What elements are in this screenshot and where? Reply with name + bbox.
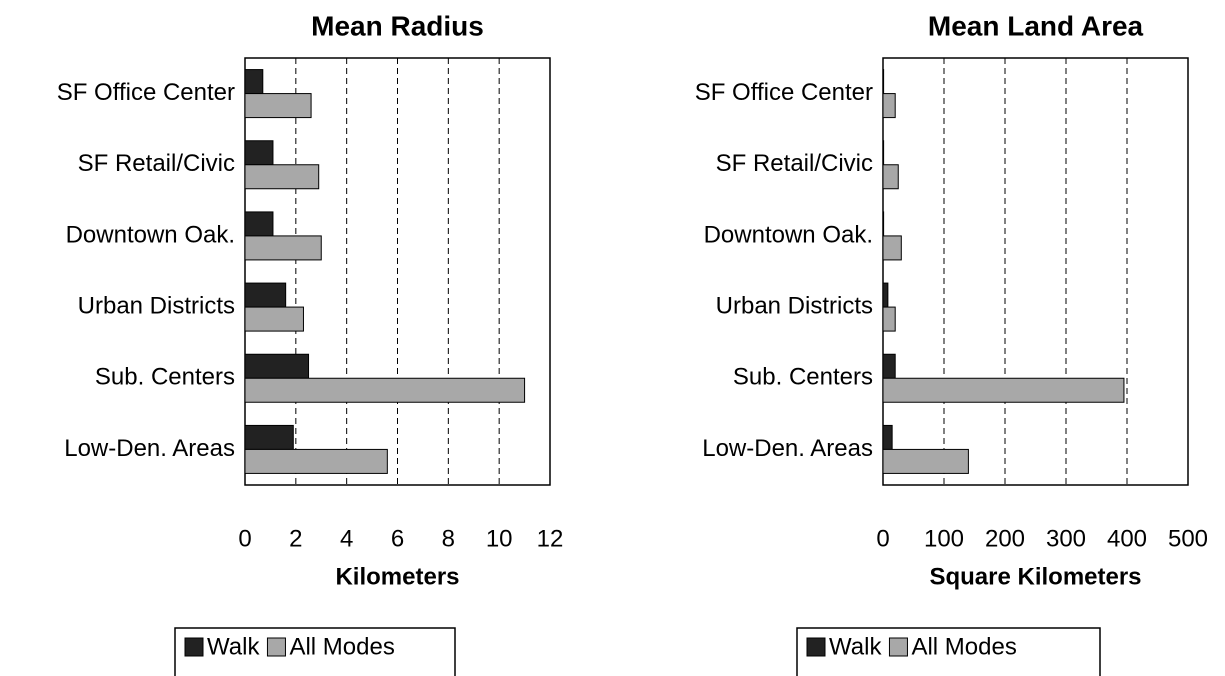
y-tick-label: Low-Den. Areas xyxy=(64,435,235,462)
y-tick-label: SF Office Center xyxy=(695,79,873,106)
x-tick-label: 4 xyxy=(340,525,353,552)
bar xyxy=(244,424,294,450)
bar xyxy=(882,424,893,450)
x-tick-label: 0 xyxy=(876,525,889,552)
bar xyxy=(882,211,885,237)
y-tick-label: SF Retail/Civic xyxy=(716,150,873,177)
legend-swatch xyxy=(806,637,826,657)
x-tick-label: 300 xyxy=(1046,525,1086,552)
bar xyxy=(882,164,899,190)
x-axis-label: Square Kilometers xyxy=(929,563,1141,590)
bar xyxy=(244,377,526,403)
legend-label: All Modes xyxy=(911,633,1016,660)
bar xyxy=(882,140,885,166)
legend-swatch xyxy=(888,637,908,657)
bar xyxy=(882,448,969,474)
legend-label: All Modes xyxy=(289,633,394,660)
x-tick-label: 200 xyxy=(985,525,1025,552)
bar xyxy=(244,235,322,261)
bar xyxy=(244,282,287,308)
bar xyxy=(244,164,320,190)
y-tick-label: Urban Districts xyxy=(78,292,235,319)
plot-frame xyxy=(882,57,1189,486)
y-tick-label: Downtown Oak. xyxy=(66,221,235,248)
bar xyxy=(882,306,896,332)
bar xyxy=(882,235,902,261)
bar xyxy=(882,282,889,308)
chart-title: Mean Land Area xyxy=(928,10,1144,41)
x-tick-label: 8 xyxy=(442,525,455,552)
legend-label: Walk xyxy=(207,633,260,660)
bar xyxy=(244,93,312,119)
bar xyxy=(882,69,885,95)
y-tick-label: Sub. Centers xyxy=(95,364,235,391)
bar xyxy=(244,353,310,379)
x-tick-label: 400 xyxy=(1107,525,1147,552)
y-tick-label: Sub. Centers xyxy=(733,364,873,391)
bar xyxy=(882,93,896,119)
x-tick-label: 100 xyxy=(924,525,964,552)
chart-title: Mean Radius xyxy=(311,10,484,41)
bar xyxy=(244,69,264,95)
x-tick-label: 10 xyxy=(486,525,513,552)
y-tick-label: SF Office Center xyxy=(57,79,235,106)
legend-box xyxy=(174,627,456,676)
x-tick-label: 6 xyxy=(391,525,404,552)
bar xyxy=(244,211,274,237)
y-tick-label: Urban Districts xyxy=(716,292,873,319)
bar xyxy=(244,140,274,166)
bar xyxy=(244,306,304,332)
y-tick-label: Downtown Oak. xyxy=(704,221,873,248)
legend-swatch xyxy=(266,637,286,657)
x-axis-label: Kilometers xyxy=(335,563,459,590)
y-tick-label: SF Retail/Civic xyxy=(78,150,235,177)
bar xyxy=(882,377,1125,403)
bar xyxy=(244,448,388,474)
x-tick-label: 12 xyxy=(537,525,564,552)
y-tick-label: Low-Den. Areas xyxy=(702,435,873,462)
x-tick-label: 0 xyxy=(238,525,251,552)
x-tick-label: 500 xyxy=(1168,525,1208,552)
legend-box xyxy=(796,627,1101,676)
bar xyxy=(882,353,896,379)
legend-swatch xyxy=(184,637,204,657)
legend-label: Walk xyxy=(829,633,882,660)
x-tick-label: 2 xyxy=(289,525,302,552)
